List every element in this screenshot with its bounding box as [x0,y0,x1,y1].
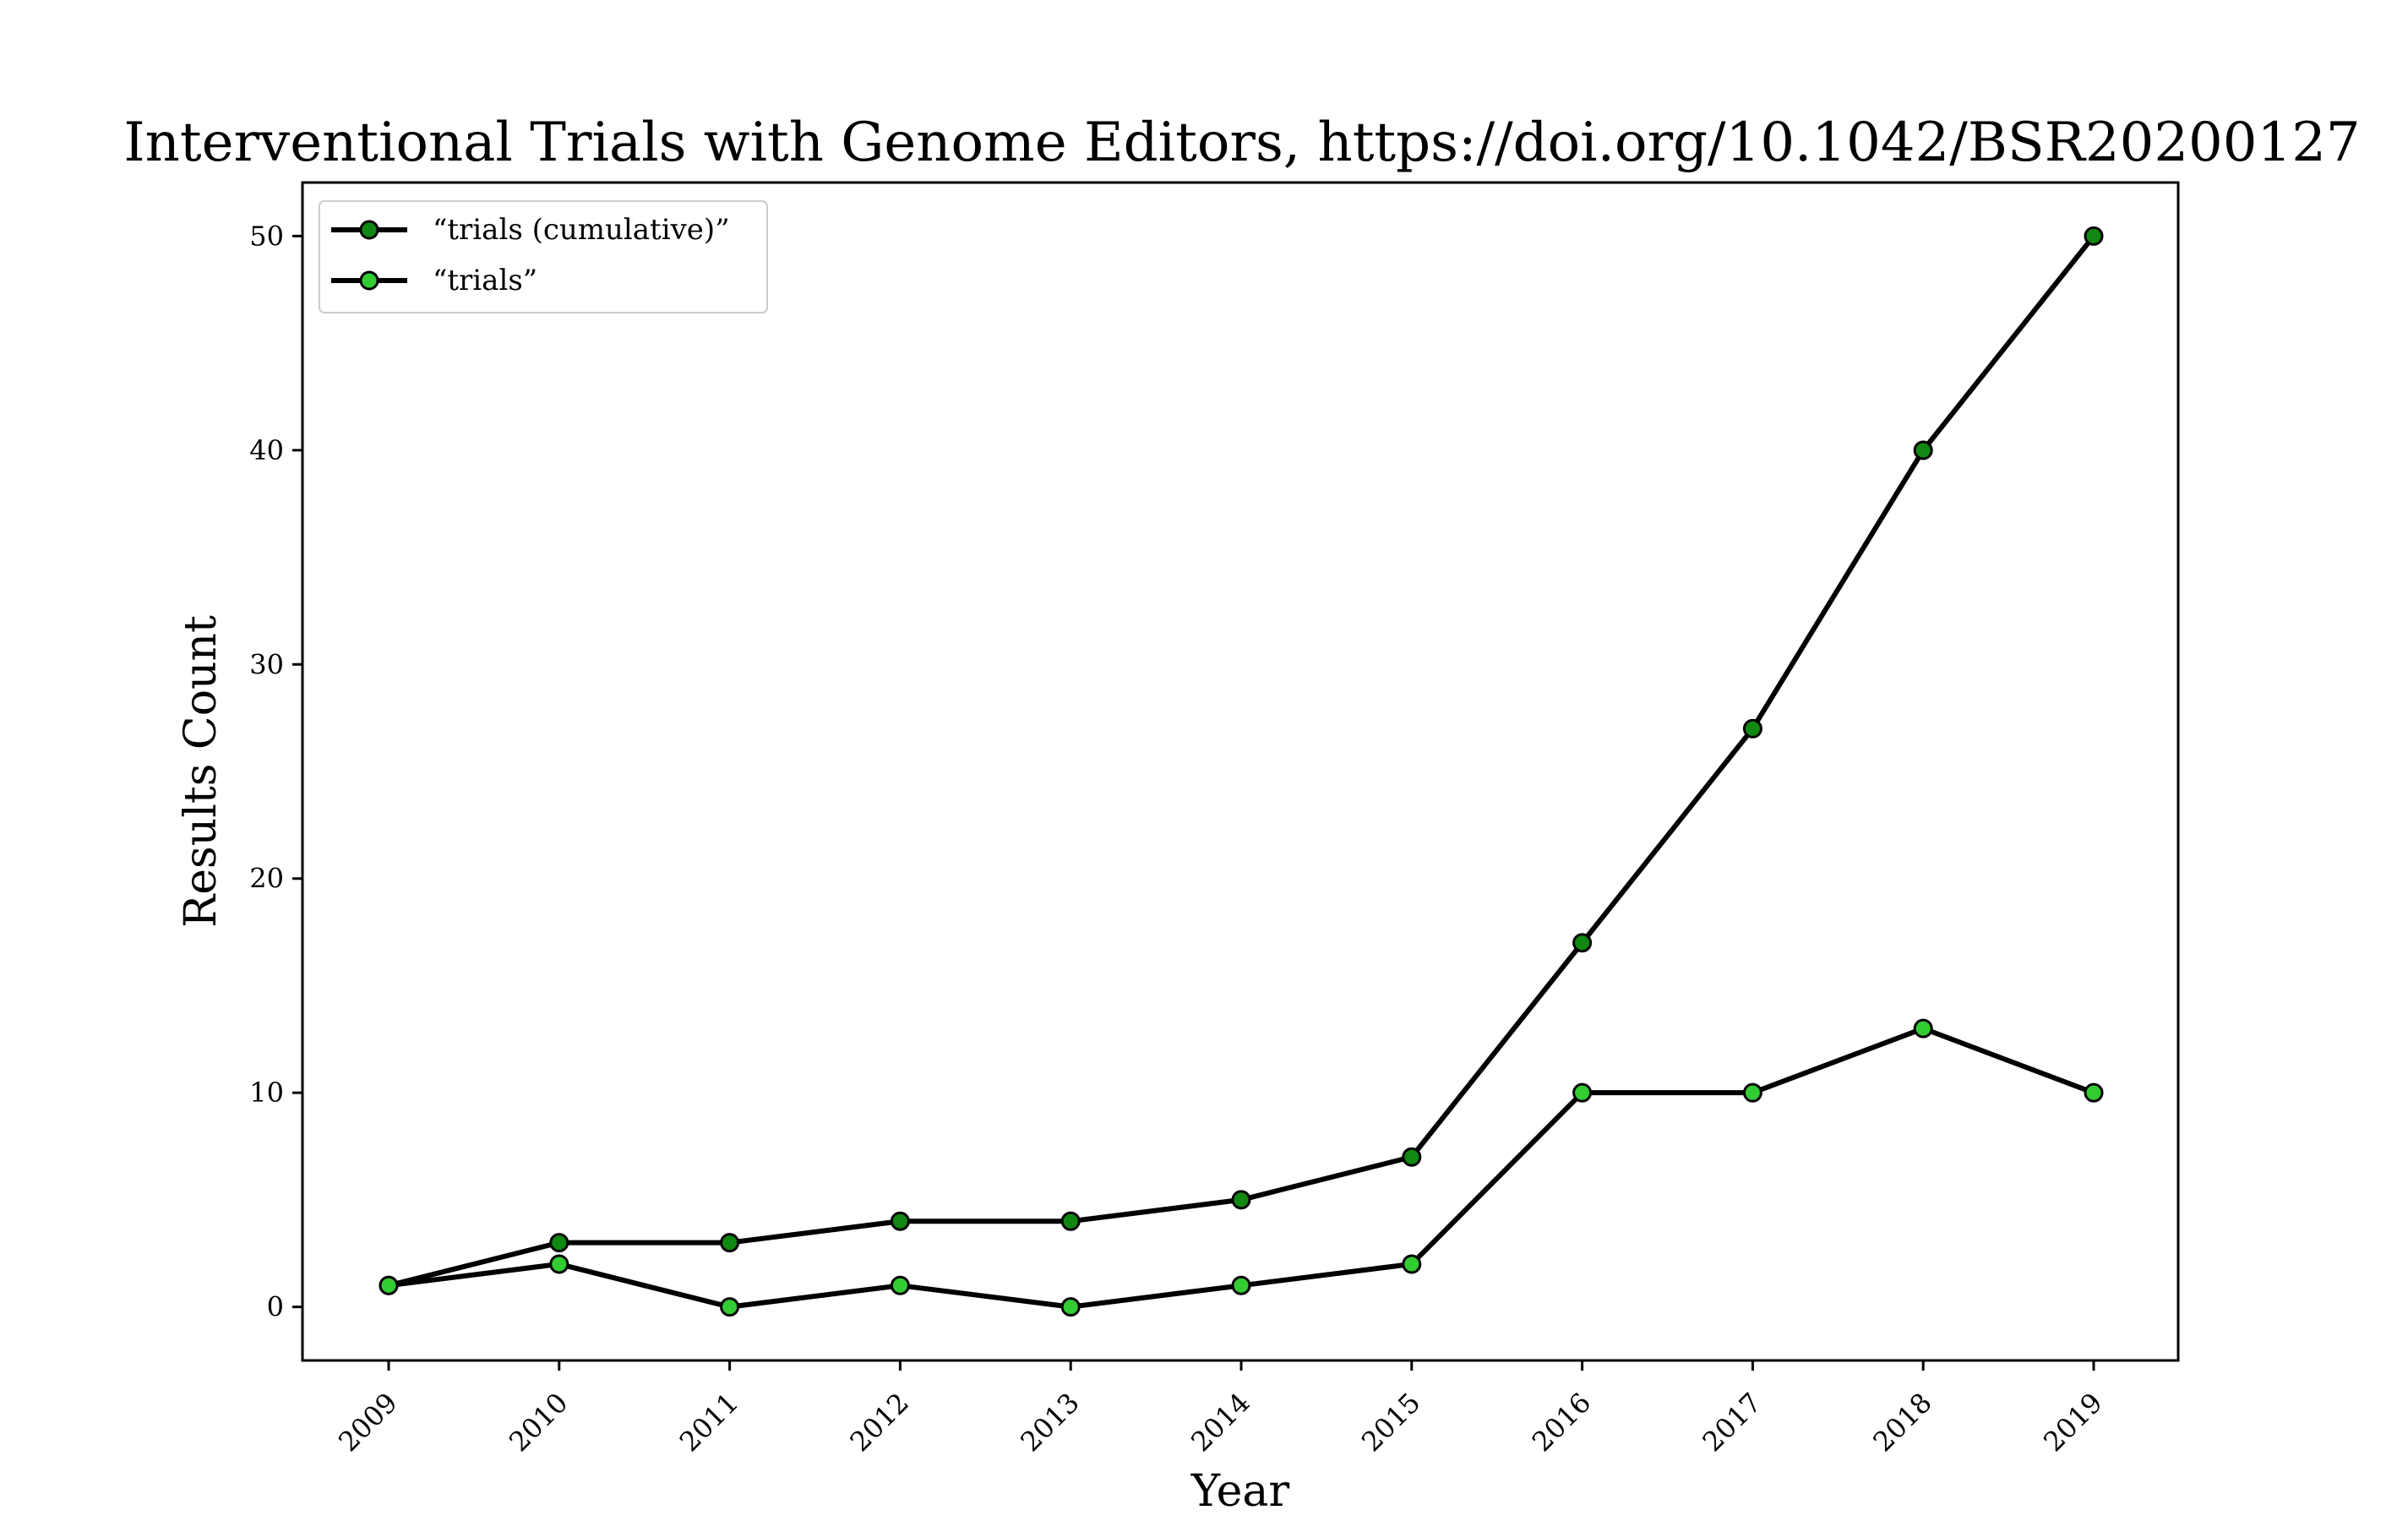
data-point [1742,718,1762,739]
data-point [720,1297,740,1317]
data-point [1572,933,1593,953]
data-point [1060,1297,1081,1317]
data-point [1742,1082,1762,1103]
data-point [1913,1018,1933,1039]
chart-title: Interventional Trials with Genome Editor… [123,112,2360,174]
y-axis: 0 10 20 30 40 50 [249,220,302,1323]
data-point [1231,1190,1251,1210]
data-point [2084,1082,2104,1103]
y-tick-label: 20 [249,863,284,895]
legend: “trials (cumulative)” “trials” [319,200,768,313]
x-tick-label: 2017 [1697,1387,1768,1458]
x-tick-label: 2009 [332,1387,403,1458]
legend-marker [359,270,379,291]
legend-marker [359,220,379,240]
plot-frame [301,181,2180,1362]
x-tick-label: 2018 [1866,1387,1937,1458]
legend-label: “trials (cumulative)” [433,213,730,247]
x-tick-label: 2011 [673,1387,744,1458]
x-tick-label: 2014 [1185,1387,1256,1458]
y-tick-label: 10 [249,1077,284,1109]
data-point [2084,226,2104,246]
data-point [549,1233,569,1253]
data-point [1402,1254,1422,1274]
x-tick-label: 2012 [844,1387,915,1458]
data-point [1231,1275,1251,1295]
data-point [890,1275,910,1295]
data-point [1913,440,1933,461]
data-point [379,1275,399,1295]
y-tick-label: 30 [249,648,284,680]
x-axis-label: Year [1190,1466,1290,1517]
x-axis: 2009 2010 2011 2012 2013 2014 2015 2016 2017 2018… [332,1360,2109,1458]
data-point [549,1254,569,1274]
x-tick-label: 2013 [1014,1387,1085,1458]
series-line-1 [388,1026,2095,1310]
y-tick-label: 50 [249,220,284,252]
series-line-0 [388,234,2096,1289]
legend-label: “trials” [433,264,537,297]
y-tick-label: 0 [267,1291,284,1323]
legend-box [319,200,768,313]
x-tick-label: 2016 [1526,1387,1597,1458]
x-tick-label: 2010 [503,1387,574,1458]
x-tick-label: 2019 [2037,1387,2108,1458]
x-tick-label: 2015 [1355,1387,1426,1458]
data-point [1572,1082,1593,1103]
data-point [720,1233,740,1253]
data-point [890,1211,910,1231]
data-point [1402,1147,1422,1167]
series-layer [379,226,2104,1317]
data-point [1060,1211,1081,1231]
y-axis-label: Results Count [176,615,226,928]
y-tick-label: 40 [249,434,284,466]
